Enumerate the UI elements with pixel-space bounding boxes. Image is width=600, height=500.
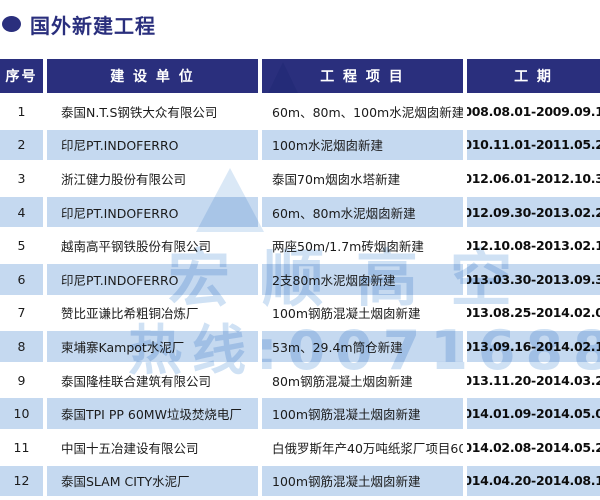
cell-unit: 浙江健力股份有限公司	[61, 171, 187, 187]
cell-unit: 泰国TPI PP 60MW垃圾焚烧电厂	[47, 398, 258, 429]
cell-no: 11	[13, 439, 30, 455]
cell-project: 2支80m水泥烟囱新建	[262, 263, 463, 295]
cell-unit: 泰国隆桂联合建筑有限公司	[61, 373, 212, 389]
cell-no: 12	[0, 465, 43, 497]
cell-project: 100m钢筋混凝土烟囱新建	[272, 306, 421, 322]
cell-project: 80m钢筋混凝土烟囱新建	[272, 373, 413, 389]
cell-no: 2	[0, 129, 43, 161]
header-project: 工 程 项 目	[262, 59, 463, 93]
cell-no: 9	[17, 372, 26, 388]
table-row: 3 浙江健力股份有限公司 泰国70m烟囱水塔新建 2012.06.01-2012.10…	[0, 163, 600, 194]
projects-table: 序号 建 设 单 位 工 程 项 目 工 期 1 泰国N.T.S钢铁大众有限公司 6…	[0, 59, 600, 499]
header-no: 序号	[0, 59, 43, 93]
table-row: 5 越南高平钢铁股份有限公司 两座50m/1.7m砖烟囱新建 2012.10.08-2…	[0, 230, 600, 261]
cell-no: 3	[17, 170, 26, 186]
cell-period: 2014.01.09-2014.05.08	[467, 398, 600, 429]
cell-no: 8	[0, 331, 43, 362]
cell-period: 2012.09.30-2013.02.20	[467, 196, 600, 228]
table-row: 9 泰国隆桂联合建筑有限公司 80m钢筋混凝土烟囱新建 2013.11.20-2014…	[0, 365, 600, 396]
cell-period: 2010.11.01-2011.05.20	[467, 129, 600, 161]
cell-unit: 泰国N.T.S钢铁大众有限公司	[61, 104, 218, 120]
cell-period: 2008.08.01-2009.09.10	[467, 103, 600, 119]
cell-period: 2013.09.16-2014.02.15	[467, 331, 600, 362]
page-title: 国外新建工程	[0, 6, 156, 42]
page-title-text: 国外新建工程	[30, 13, 156, 38]
cell-unit: 泰国SLAM CITY水泥厂	[47, 465, 258, 497]
table-row: 2印尼PT.INDOFERRO100m水泥烟囱新建2010.11.01-2011…	[0, 129, 600, 161]
cell-project: 100m水泥烟囱新建	[262, 129, 463, 161]
cell-unit: 印尼PT.INDOFERRO	[47, 196, 258, 228]
cell-unit: 越南高平钢铁股份有限公司	[61, 239, 212, 255]
cell-project: 53m、29.4m筒仓新建	[262, 331, 463, 362]
table-row: 6印尼PT.INDOFERRO2支80m水泥烟囱新建2013.03.30-201…	[0, 263, 600, 295]
cell-no: 7	[17, 305, 26, 321]
table-row: 8柬埔寨Kampot水泥厂53m、29.4m筒仓新建2013.09.16-201…	[0, 331, 600, 362]
cell-period: 2013.03.30-2013.09.30	[467, 263, 600, 295]
table-row: 4印尼PT.INDOFERRO60m、80m水泥烟囱新建2012.09.30-2…	[0, 196, 600, 228]
cell-period: 2014.02.08-2014.05.28	[467, 439, 600, 455]
cell-no: 5	[17, 238, 26, 254]
cell-project: 白俄罗斯年产40万吨纸浆厂项目60m烟囱新建	[272, 440, 463, 456]
cell-period: 2014.04.20-2014.08.10	[467, 465, 600, 497]
cell-period: 2012.10.08-2013.02.19	[467, 238, 600, 254]
bullet-icon	[2, 16, 21, 32]
cell-no: 10	[0, 398, 43, 429]
cell-unit: 印尼PT.INDOFERRO	[47, 263, 258, 295]
cell-unit: 印尼PT.INDOFERRO	[47, 129, 258, 161]
cell-no: 6	[0, 263, 43, 295]
cell-no: 1	[17, 103, 26, 119]
cell-no: 4	[0, 196, 43, 228]
cell-unit: 柬埔寨Kampot水泥厂	[47, 331, 258, 362]
cell-project: 泰国70m烟囱水塔新建	[272, 171, 401, 187]
cell-project: 100m钢筋混凝土烟囱新建	[262, 465, 463, 497]
cell-unit: 赞比亚谦比希粗铜冶炼厂	[61, 306, 199, 322]
cell-project: 100m钢筋混凝土烟囱新建	[262, 398, 463, 429]
cell-period: 2013.08.25-2014.02.05	[467, 305, 600, 321]
table-body: 1 泰国N.T.S钢铁大众有限公司 60m、80m、100m水泥烟囱新建2008.0…	[0, 96, 600, 497]
cell-project: 两座50m/1.7m砖烟囱新建	[272, 239, 424, 255]
table-row: 11 中国十五冶建设有限公司 白俄罗斯年产40万吨纸浆厂项目60m烟囱新建2014.…	[0, 432, 600, 463]
table-row: 7 赞比亚谦比希粗铜冶炼厂 100m钢筋混凝土烟囱新建 2013.08.25-2014…	[0, 298, 600, 329]
cell-period: 2012.06.01-2012.10.30	[467, 170, 600, 186]
table-row: 1 泰国N.T.S钢铁大众有限公司 60m、80m、100m水泥烟囱新建2008.0…	[0, 96, 600, 127]
header-period: 工 期	[467, 59, 600, 93]
cell-project: 60m、80m、100m水泥烟囱新建	[272, 104, 463, 120]
cell-project: 60m、80m水泥烟囱新建	[262, 196, 463, 228]
cell-unit: 中国十五冶建设有限公司	[61, 440, 199, 456]
cell-period: 2013.11.20-2014.03.20	[467, 372, 600, 388]
header-unit: 建 设 单 位	[47, 59, 258, 93]
table-header-row: 序号 建 设 单 位 工 程 项 目 工 期	[0, 59, 600, 93]
